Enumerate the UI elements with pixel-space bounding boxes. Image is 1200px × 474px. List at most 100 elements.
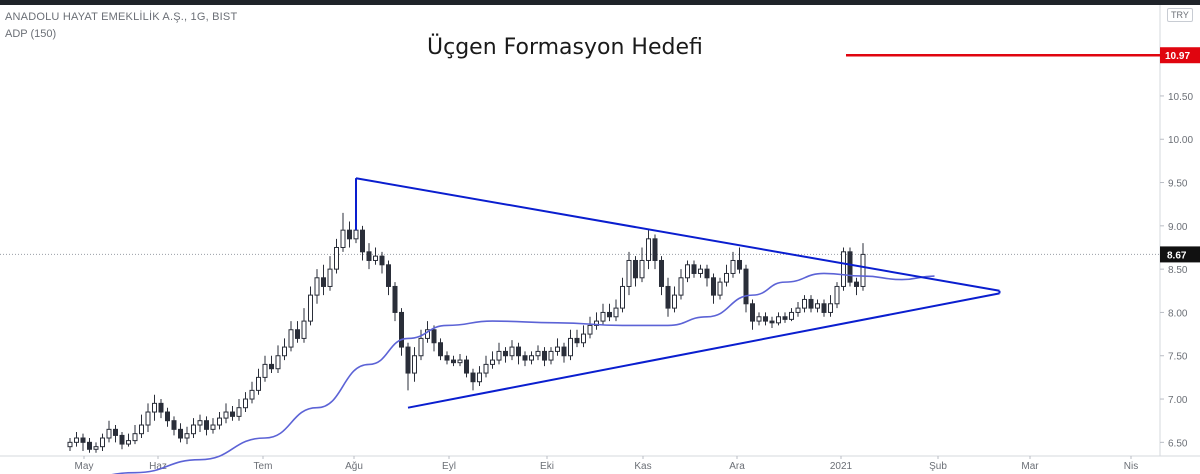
candle-body — [574, 337, 580, 344]
candle-body — [210, 424, 216, 430]
triangle-upper-trendline[interactable] — [355, 177, 1000, 292]
annotation-title: Üçgen Formasyon Hedefi — [427, 35, 703, 60]
candle-body — [366, 251, 372, 261]
candle-body — [295, 329, 300, 339]
candle-body — [685, 264, 690, 279]
candle-body — [431, 329, 437, 344]
last-price-label-bg — [1160, 246, 1200, 263]
candle-body — [568, 337, 573, 357]
candle-body — [724, 272, 729, 283]
currency-button[interactable]: TRY — [1167, 8, 1193, 22]
candle-body — [470, 372, 476, 383]
candle-body — [750, 303, 755, 322]
triangle-lower-trendline[interactable] — [407, 292, 1000, 409]
candle-body — [665, 285, 671, 309]
candle-body — [184, 433, 190, 439]
candle-body — [158, 402, 164, 413]
candle-body — [737, 259, 742, 270]
candle-body — [496, 350, 502, 361]
candle-body — [633, 259, 638, 279]
candle-body — [743, 268, 749, 305]
candle-body — [204, 420, 209, 430]
indicator-label: ADP (150) — [5, 28, 57, 40]
top-bar — [0, 0, 1200, 5]
candle-body — [126, 440, 131, 445]
candle-body — [457, 359, 463, 364]
candle-body — [542, 350, 547, 361]
candle-body — [275, 355, 281, 370]
y-tick-label: 10.00 — [1168, 135, 1193, 146]
candle-body — [464, 359, 469, 374]
candle-body — [178, 428, 183, 439]
candle-body — [301, 320, 307, 339]
candle-body — [262, 363, 268, 378]
candle-body — [412, 355, 417, 374]
x-tick-label: Şub — [929, 461, 947, 472]
candle-body — [145, 411, 151, 426]
last-price-label: 8.67 — [1167, 250, 1187, 261]
candle-body — [269, 363, 274, 370]
candle-body — [243, 398, 248, 409]
candle-body — [405, 346, 411, 374]
candle-body — [639, 259, 645, 279]
candle-body — [808, 298, 814, 309]
candle-body — [620, 285, 625, 309]
candle-body — [860, 253, 866, 287]
candle-body — [373, 255, 378, 261]
candle-body — [340, 229, 346, 248]
candle-body — [847, 251, 853, 283]
candle-body — [347, 229, 352, 240]
candle-body — [288, 329, 294, 348]
candle-body — [646, 238, 651, 261]
candle-body — [119, 434, 125, 445]
candle-body — [314, 277, 320, 296]
candle-body — [223, 411, 229, 419]
candle-body — [535, 350, 541, 357]
candle-body — [795, 307, 801, 313]
candle-body — [548, 350, 554, 361]
candle-body — [353, 229, 359, 240]
candle-body — [509, 346, 515, 357]
candle-body — [197, 420, 203, 426]
candle-body — [717, 281, 723, 296]
candle-body — [672, 294, 677, 309]
candle-body — [132, 433, 138, 442]
candle-body — [249, 389, 255, 400]
y-tick-label: 9.00 — [1168, 222, 1188, 233]
candle-body — [815, 303, 820, 309]
candle-body — [561, 346, 567, 357]
candle-body — [418, 337, 424, 357]
candle-body — [763, 316, 768, 322]
candle-body — [67, 441, 73, 448]
candle-body — [483, 363, 489, 374]
candle-body — [80, 437, 86, 443]
moving-average-line — [111, 272, 935, 474]
candle-body — [360, 229, 365, 253]
candle-body — [802, 298, 807, 309]
candle-body — [477, 372, 482, 383]
y-tick-label: 9.50 — [1168, 179, 1188, 190]
candle-body — [756, 316, 762, 322]
candle-body — [704, 268, 710, 279]
x-tick-label: Ara — [729, 461, 745, 472]
candle-body — [139, 424, 144, 435]
x-tick-label: Tem — [254, 461, 273, 472]
x-tick-label: Ağu — [345, 461, 363, 472]
candle-body — [113, 428, 118, 436]
x-tick-label: Mar — [1021, 461, 1039, 472]
candle-body — [659, 259, 664, 287]
candle-body — [529, 355, 534, 361]
candle-body — [841, 251, 846, 287]
candle-body — [587, 324, 593, 335]
candle-body — [106, 428, 112, 439]
x-tick-label: Haz — [149, 461, 167, 472]
candle-body — [490, 359, 495, 365]
candle-body — [386, 264, 391, 287]
x-tick-label: Nis — [1124, 461, 1138, 472]
candle-body — [230, 411, 235, 417]
candle-body — [191, 424, 196, 435]
candle-body — [711, 277, 716, 296]
candle-body — [334, 246, 339, 270]
